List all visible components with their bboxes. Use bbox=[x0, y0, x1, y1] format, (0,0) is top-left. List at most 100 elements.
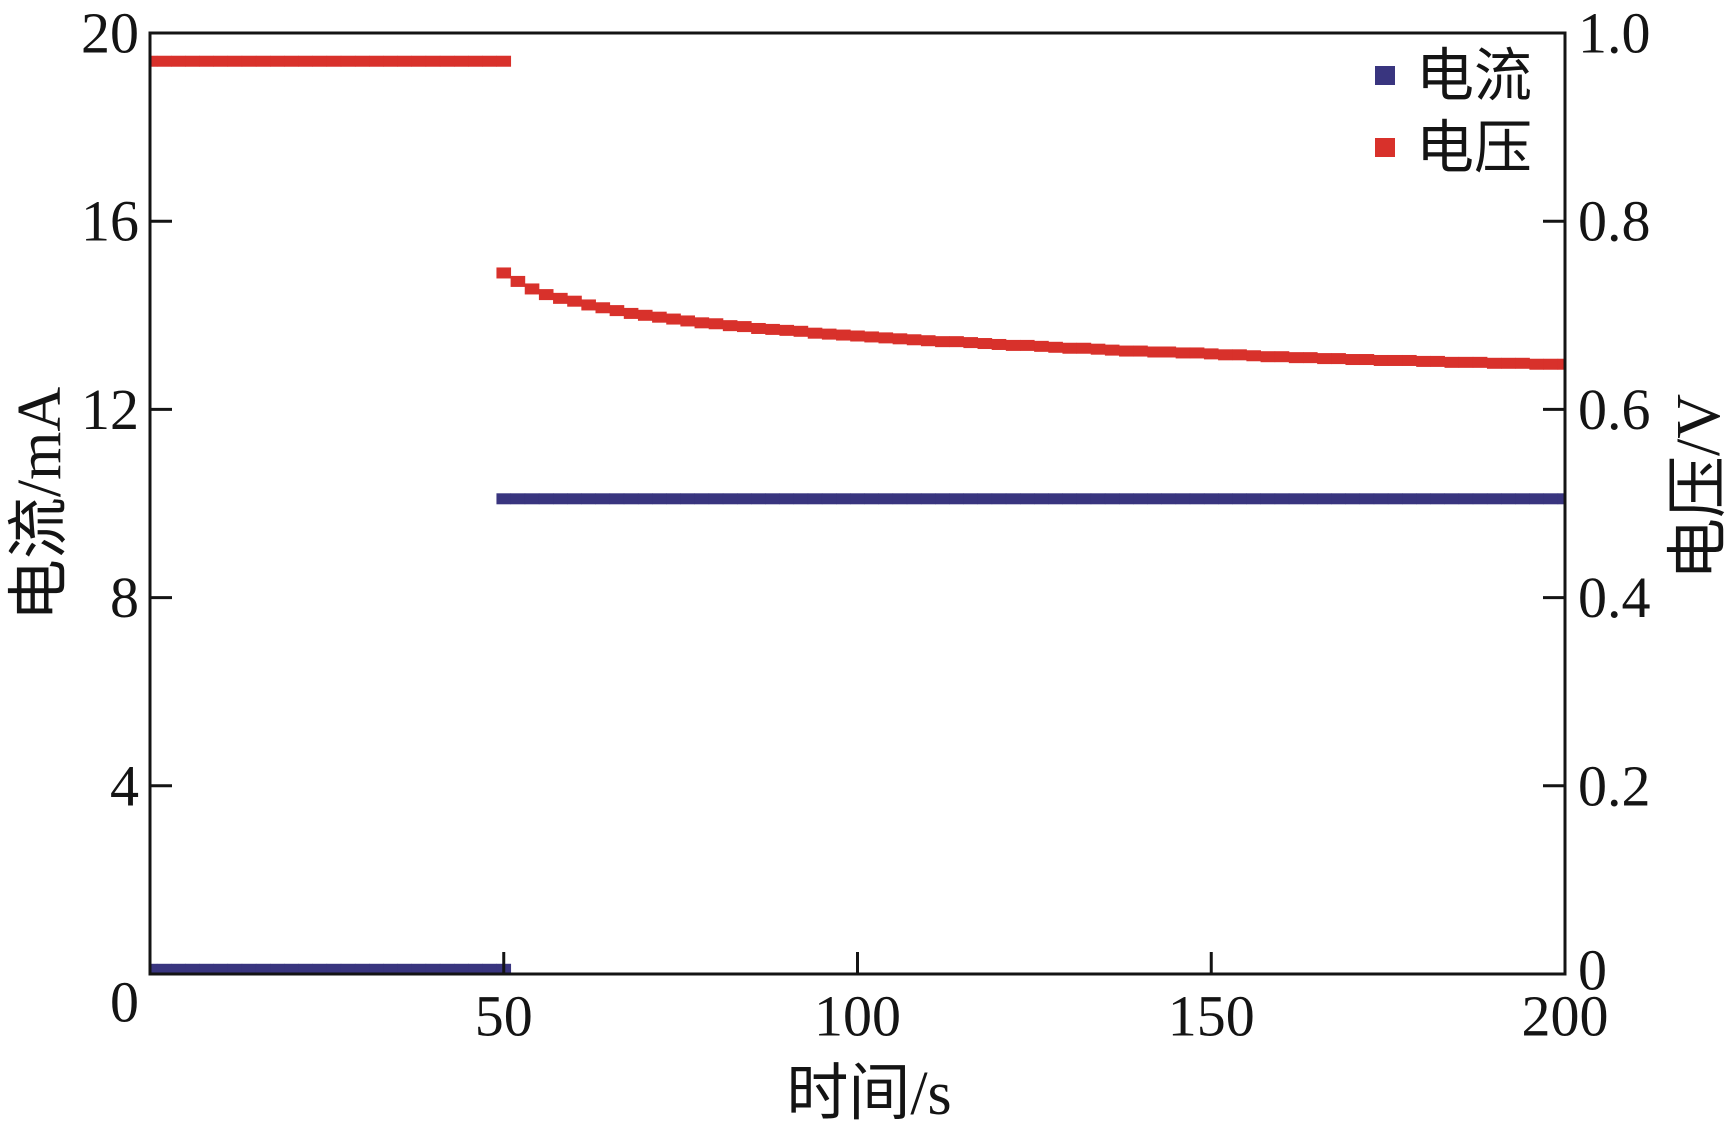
right-y-tick-label: 0.4 bbox=[1578, 565, 1651, 630]
voltage-marker bbox=[807, 327, 823, 339]
voltage-marker bbox=[411, 55, 427, 67]
voltage-marker bbox=[920, 335, 936, 347]
voltage-marker bbox=[694, 317, 710, 329]
current-marker bbox=[1232, 493, 1247, 505]
current-marker bbox=[397, 963, 412, 974]
current-marker bbox=[1501, 493, 1516, 505]
right-axis-title: 电压/V bbox=[1665, 394, 1733, 580]
voltage-marker bbox=[482, 55, 497, 67]
legend-marker-voltage bbox=[1375, 138, 1395, 157]
voltage-marker bbox=[1359, 354, 1375, 366]
current-marker bbox=[227, 963, 243, 974]
current-marker bbox=[171, 963, 186, 974]
voltage-marker bbox=[538, 289, 554, 301]
voltage-marker bbox=[241, 55, 257, 67]
voltage-marker bbox=[1133, 345, 1148, 357]
voltage-marker bbox=[1515, 357, 1530, 369]
voltage-marker bbox=[595, 302, 611, 314]
voltage-marker bbox=[1303, 352, 1318, 364]
voltage-marker bbox=[1288, 352, 1304, 364]
voltage-marker bbox=[1048, 341, 1063, 353]
voltage-marker bbox=[1444, 356, 1460, 368]
voltage-marker bbox=[935, 336, 950, 348]
current-marker bbox=[1345, 493, 1361, 505]
current-marker bbox=[737, 493, 752, 505]
current-marker bbox=[1359, 493, 1375, 505]
voltage-marker bbox=[623, 307, 639, 319]
current-marker bbox=[821, 493, 837, 505]
voltage-marker bbox=[298, 55, 313, 67]
voltage-marker bbox=[1317, 353, 1332, 365]
current-marker bbox=[553, 493, 568, 505]
voltage-marker bbox=[1501, 357, 1516, 369]
current-marker bbox=[1048, 493, 1063, 505]
voltage-marker bbox=[1005, 339, 1021, 351]
voltage-marker bbox=[171, 55, 186, 67]
current-marker bbox=[666, 493, 681, 505]
current-marker bbox=[1020, 493, 1035, 505]
current-marker bbox=[496, 493, 512, 505]
voltage-marker bbox=[326, 55, 342, 67]
current-marker bbox=[878, 493, 894, 505]
voltage-marker bbox=[737, 321, 752, 333]
current-marker bbox=[1203, 493, 1219, 505]
voltage-marker bbox=[1387, 354, 1403, 366]
current-marker bbox=[1402, 493, 1417, 505]
legend-marker-current bbox=[1375, 66, 1395, 85]
voltage-marker bbox=[510, 275, 526, 287]
voltage-marker bbox=[609, 305, 625, 317]
voltage-marker bbox=[850, 330, 865, 342]
voltage-marker bbox=[977, 338, 993, 350]
voltage-marker bbox=[1189, 347, 1205, 359]
current-marker bbox=[920, 493, 936, 505]
voltage-marker bbox=[553, 292, 568, 304]
current-marker bbox=[411, 963, 427, 974]
current-marker bbox=[637, 493, 653, 505]
current-marker bbox=[199, 963, 214, 974]
current-marker bbox=[185, 963, 200, 974]
current-marker bbox=[623, 493, 639, 505]
current-marker bbox=[1104, 493, 1120, 505]
voltage-marker bbox=[369, 55, 384, 67]
voltage-marker bbox=[227, 55, 243, 67]
current-marker bbox=[1472, 493, 1488, 505]
current-marker bbox=[977, 493, 993, 505]
current-marker bbox=[482, 963, 497, 974]
voltage-marker bbox=[892, 333, 908, 345]
current-marker bbox=[722, 493, 738, 505]
voltage-marker bbox=[1090, 343, 1106, 355]
current-marker bbox=[1119, 493, 1134, 505]
current-marker bbox=[694, 493, 710, 505]
voltage-marker bbox=[637, 309, 653, 321]
voltage-marker bbox=[1274, 351, 1290, 363]
current-marker bbox=[1189, 493, 1205, 505]
right-y-tick-label: 0 bbox=[1578, 938, 1607, 1003]
voltage-marker bbox=[722, 320, 738, 332]
current-marker bbox=[510, 493, 526, 505]
current-marker bbox=[1133, 493, 1148, 505]
current-marker bbox=[1515, 493, 1530, 505]
current-marker bbox=[1444, 493, 1460, 505]
voltage-marker bbox=[340, 55, 356, 67]
voltage-marker bbox=[156, 55, 172, 67]
voltage-marker bbox=[680, 315, 695, 327]
voltage-marker bbox=[1246, 350, 1261, 362]
current-marker bbox=[1076, 493, 1092, 505]
voltage-marker bbox=[1402, 354, 1417, 366]
voltage-marker bbox=[383, 55, 398, 67]
current-marker bbox=[793, 493, 809, 505]
voltage-marker bbox=[765, 323, 780, 335]
current-marker bbox=[567, 493, 582, 505]
current-marker bbox=[524, 493, 540, 505]
voltage-marker bbox=[821, 328, 837, 340]
left-y-tick-label: 8 bbox=[110, 565, 139, 630]
current-marker bbox=[1288, 493, 1304, 505]
current-marker bbox=[468, 963, 483, 974]
current-marker bbox=[751, 493, 766, 505]
current-marker bbox=[779, 493, 795, 505]
x-tick-label: 150 bbox=[1168, 984, 1255, 1049]
legend-item-current: 电流 bbox=[1375, 44, 1532, 109]
current-marker bbox=[1274, 493, 1290, 505]
